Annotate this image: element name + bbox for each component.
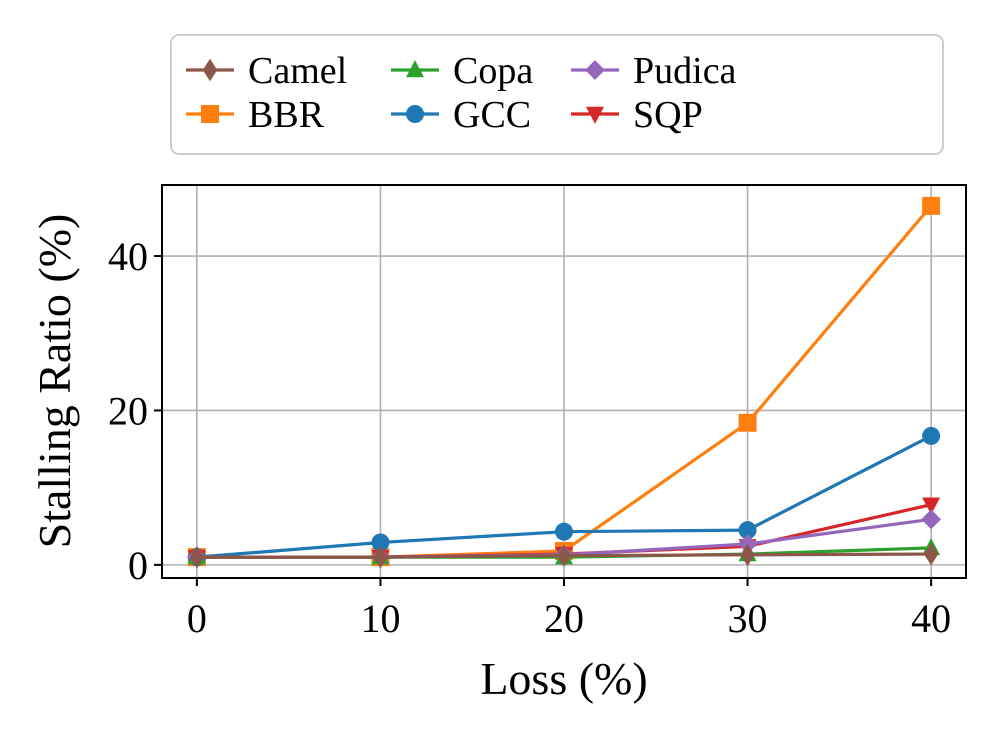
legend-label: Camel <box>248 50 347 92</box>
legend-marker <box>585 60 605 80</box>
ticks: 0 10 20 30 40 0 20 40 <box>108 234 951 641</box>
bbr-point <box>922 196 941 215</box>
y-tick-label: 20 <box>108 388 148 433</box>
camel-point <box>556 544 572 567</box>
series-group <box>186 196 942 569</box>
legend-marker <box>406 60 424 78</box>
x-tick-label: 0 <box>187 596 207 641</box>
legend-label: BBR <box>248 94 325 136</box>
sqp-point <box>922 497 941 515</box>
legend-label: GCC <box>453 94 531 136</box>
legend-marker <box>202 58 218 82</box>
camel-point <box>740 543 755 567</box>
legend-entry-camel: Camel <box>186 50 347 92</box>
legend-entry-gcc: GCC <box>391 94 531 136</box>
legend-marker <box>586 106 604 124</box>
camel-point <box>923 542 939 566</box>
series-camel <box>189 542 939 569</box>
gcc-point <box>922 426 941 445</box>
gcc-point <box>555 522 573 541</box>
legend-entry-bbr: BBR <box>186 94 325 136</box>
x-axis-label: Loss (%) <box>480 653 647 704</box>
gcc-point <box>371 533 390 552</box>
grid <box>162 185 966 578</box>
series-gcc <box>187 426 941 567</box>
legend-marker <box>406 105 424 123</box>
legend-label: Pudica <box>633 50 737 92</box>
pudica-point <box>921 509 942 530</box>
bbr-point <box>738 413 757 432</box>
y-axis-label: Stalling Ratio (%) <box>29 214 80 549</box>
camel-point <box>373 545 388 569</box>
legend-entry-sqp: SQP <box>571 94 703 136</box>
gcc-point <box>738 521 757 540</box>
y-tick-label: 40 <box>108 234 148 279</box>
x-tick-label: 40 <box>911 596 951 641</box>
x-tick-label: 20 <box>544 596 584 641</box>
legend-marker <box>201 105 219 123</box>
x-tick-label: 30 <box>728 596 768 641</box>
x-tick-label: 10 <box>360 596 400 641</box>
legend-entry-copa: Copa <box>391 50 533 92</box>
legend-entry-pudica: Pudica <box>571 50 737 92</box>
y-tick-label: 0 <box>128 543 148 588</box>
legend-label: SQP <box>633 94 703 136</box>
camel-point <box>189 545 205 569</box>
legend-label: Copa <box>453 50 533 92</box>
legend-box <box>170 34 944 155</box>
